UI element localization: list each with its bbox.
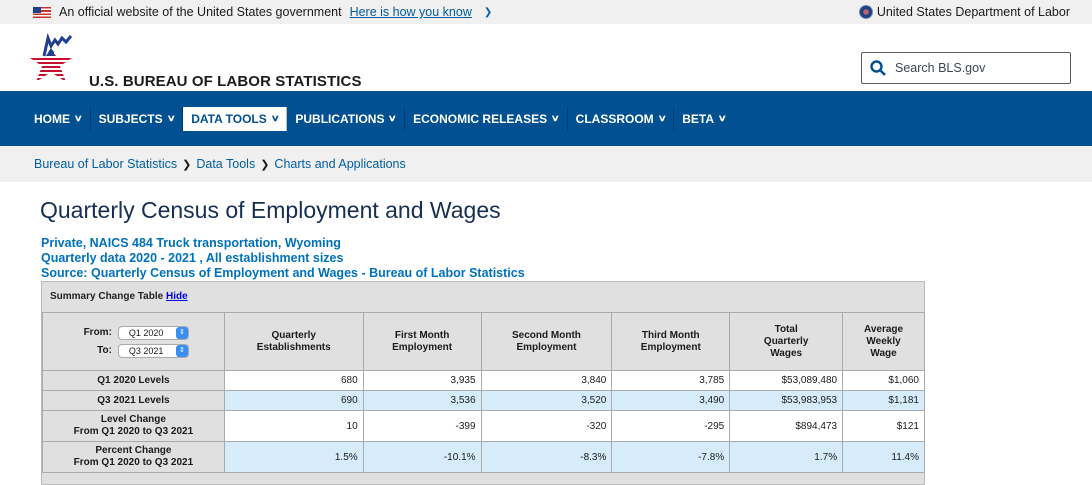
breadcrumb-charts[interactable]: Charts and Applications bbox=[274, 157, 406, 171]
breadcrumb-data-tools[interactable]: Data Tools bbox=[196, 157, 256, 171]
chevron-down-icon: ∨ bbox=[388, 113, 398, 123]
chevron-down-icon: ∨ bbox=[270, 113, 280, 123]
range-selectors: From: Q1 2020 ⇕ To: Q3 2021 ⇕ bbox=[42, 312, 225, 371]
chevron-down-icon: ∨ bbox=[717, 113, 727, 123]
table-header-row: From: Q1 2020 ⇕ To: Q3 2021 ⇕ Quarterly Estab… bbox=[42, 312, 925, 371]
subtitle-source: Source: Quarterly Census of Employment a… bbox=[41, 266, 525, 280]
chevron-right-icon: ❯ bbox=[182, 158, 192, 171]
nav-home[interactable]: HOME ∨ bbox=[26, 106, 91, 131]
search-placeholder: Search BLS.gov bbox=[895, 61, 986, 75]
summary-change-panel: Summary Change Table Hide From: Q1 2020 ⇕ … bbox=[41, 281, 925, 485]
search-icon[interactable] bbox=[870, 60, 886, 76]
dol-link[interactable]: United States Department of Labor bbox=[876, 5, 1070, 19]
us-flag-icon bbox=[33, 6, 51, 18]
nav-beta[interactable]: BETA ∨ bbox=[682, 111, 727, 126]
nav-economic-releases[interactable]: ECONOMIC RELEASES ∨ bbox=[405, 106, 568, 131]
subtitle-industry: Private, NAICS 484 Truck transportation,… bbox=[41, 236, 341, 250]
from-select[interactable]: Q1 2020 ⇕ bbox=[117, 325, 189, 340]
col-second-month-employment: Second Month Employment bbox=[480, 312, 613, 371]
gov-banner-text: An official website of the United States… bbox=[59, 5, 342, 19]
breadcrumb-bls[interactable]: Bureau of Labor Statistics bbox=[34, 157, 178, 171]
main-nav: HOME ∨ SUBJECTS ∨ DATA TOOLS ∨ PUBLICATIONS… bbox=[0, 91, 1092, 146]
table-row: Level Change From Q1 2020 to Q3 2021 10 -… bbox=[42, 410, 925, 442]
how-you-know-link[interactable]: Here is how you know bbox=[349, 5, 472, 19]
chevron-down-icon: ∨ bbox=[166, 113, 176, 123]
subtitle-period: Quarterly data 2020 - 2021 , All establi… bbox=[41, 251, 344, 265]
site-brand[interactable]: U.S. BUREAU OF LABOR STATISTICS bbox=[89, 73, 362, 90]
bls-logo-icon[interactable] bbox=[26, 30, 76, 82]
stepper-icon: ⇕ bbox=[175, 344, 188, 357]
table-row: Q3 2021 Levels 690 3,536 3,520 3,490 $53… bbox=[42, 390, 925, 411]
col-first-month-employment: First Month Employment bbox=[362, 312, 482, 371]
page-subtitles: Private, NAICS 484 Truck transportation,… bbox=[41, 236, 525, 281]
summary-table: From: Q1 2020 ⇕ To: Q3 2021 ⇕ Quarterly Estab… bbox=[42, 312, 925, 473]
hide-link[interactable]: Hide bbox=[165, 291, 188, 302]
col-average-weekly-wage: Average Weekly Wage bbox=[842, 312, 925, 371]
nav-subjects[interactable]: SUBJECTS ∨ bbox=[91, 106, 184, 131]
search-input[interactable]: Search BLS.gov bbox=[861, 52, 1071, 84]
panel-title: Summary Change Table bbox=[50, 291, 164, 302]
breadcrumb: Bureau of Labor Statistics ❯ Data Tools … bbox=[0, 146, 1092, 182]
chevron-down-icon: ∨ bbox=[550, 113, 560, 123]
col-quarterly-establishments: Quarterly Establishments bbox=[223, 312, 364, 371]
dol-seal-icon bbox=[858, 5, 873, 19]
nav-publications[interactable]: PUBLICATIONS ∨ bbox=[287, 106, 406, 131]
nav-classroom[interactable]: CLASSROOM ∨ bbox=[568, 106, 675, 131]
gov-banner: An official website of the United States… bbox=[0, 0, 1092, 24]
table-row: Q1 2020 Levels 680 3,935 3,840 3,785 $53… bbox=[42, 370, 925, 391]
chevron-right-icon: ❯ bbox=[260, 158, 270, 171]
panel-header: Summary Change Table Hide bbox=[42, 282, 924, 310]
from-label: From: bbox=[83, 326, 112, 338]
col-total-quarterly-wages: Total Quarterly Wages bbox=[729, 312, 844, 371]
chevron-down-icon: ∨ bbox=[73, 113, 83, 123]
chevron-down-icon: ∨ bbox=[657, 113, 667, 123]
page-title: Quarterly Census of Employment and Wages bbox=[40, 197, 501, 223]
to-label: To: bbox=[97, 344, 112, 356]
stepper-icon: ⇕ bbox=[175, 326, 188, 339]
chevron-down-icon[interactable]: ❯ bbox=[483, 6, 493, 18]
table-row: Percent Change From Q1 2020 to Q3 2021 1.… bbox=[42, 441, 925, 473]
col-third-month-employment: Third Month Employment bbox=[611, 312, 731, 371]
nav-data-tools[interactable]: DATA TOOLS ∨ bbox=[183, 106, 288, 131]
to-select[interactable]: Q3 2021 ⇕ bbox=[117, 343, 189, 358]
